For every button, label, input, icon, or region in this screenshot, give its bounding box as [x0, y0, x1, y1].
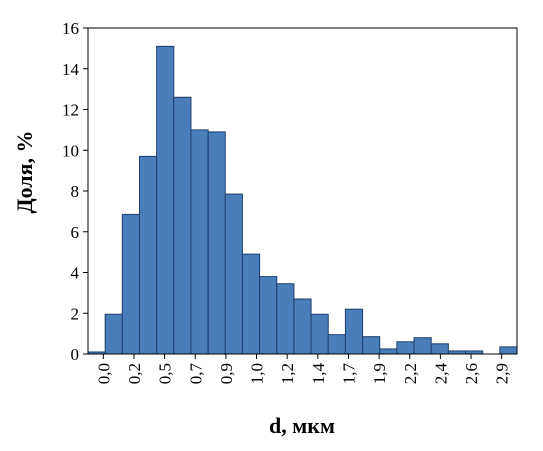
bar — [327, 334, 346, 355]
bar — [224, 193, 243, 355]
bar — [276, 283, 295, 355]
y-axis: 0 2 4 6 8 10 12 14 16 — [62, 19, 88, 364]
y-tick-label: 10 — [62, 141, 79, 160]
y-tick-label: 16 — [62, 19, 79, 38]
bar — [156, 45, 175, 355]
bar — [104, 313, 123, 355]
x-tick-label: 0,7 — [186, 363, 205, 385]
y-tick-label: 12 — [62, 101, 79, 120]
bar — [413, 337, 432, 355]
bar — [430, 343, 449, 355]
bar — [259, 276, 278, 355]
x-axis-title: d, мкм — [269, 413, 335, 438]
bar — [138, 155, 158, 355]
y-tick-label: 14 — [62, 60, 80, 79]
x-tick-label: 0,0 — [94, 363, 113, 384]
x-tick-label: 2,4 — [431, 363, 450, 385]
bar — [396, 341, 415, 355]
x-tick-label: 0,5 — [156, 363, 175, 384]
bar — [310, 313, 329, 355]
y-tick-label: 4 — [71, 264, 80, 283]
y-tick-label: 0 — [71, 345, 80, 364]
x-tick-label: 0,2 — [125, 363, 144, 384]
bar — [362, 336, 381, 355]
y-tick-label: 2 — [71, 304, 80, 323]
x-tick-label: 2,9 — [493, 363, 512, 384]
y-axis-title: Доля, % — [12, 130, 37, 213]
bar — [499, 346, 518, 355]
bar — [173, 96, 192, 355]
x-tick-label: 2,6 — [462, 363, 481, 384]
y-tick-label: 6 — [71, 223, 80, 242]
bar — [241, 253, 261, 355]
x-tick-label: 1,4 — [309, 363, 328, 385]
bars-group — [87, 45, 518, 355]
x-tick-label: 0,9 — [217, 363, 236, 384]
y-tick-label: 8 — [71, 182, 80, 201]
x-tick-label: 1,2 — [278, 363, 297, 384]
bar — [207, 131, 226, 355]
bar — [344, 308, 364, 355]
x-axis: 0,0 0,2 0,5 0,7 0,9 1,0 1,2 1,4 1,7 1,9 2,2 2,4 2,6 2… — [94, 354, 512, 385]
bar — [190, 129, 209, 355]
x-tick-label: 2,2 — [401, 363, 420, 384]
bar — [293, 298, 312, 355]
bar — [379, 348, 398, 355]
bar — [121, 213, 140, 355]
x-tick-label: 1,0 — [248, 363, 267, 384]
x-tick-label: 1,9 — [370, 363, 389, 384]
x-tick-label: 1,7 — [340, 363, 359, 385]
